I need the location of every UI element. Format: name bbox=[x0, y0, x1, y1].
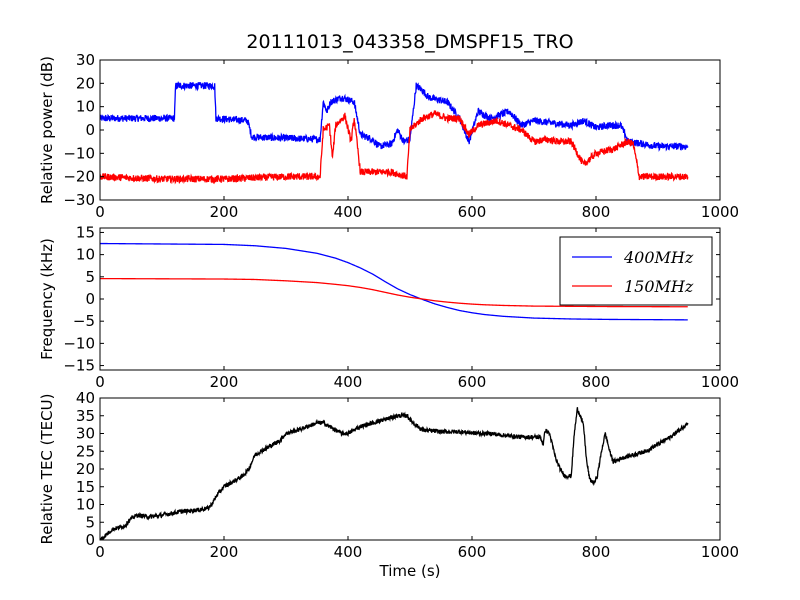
y-tick-label: 0 bbox=[85, 531, 95, 549]
figure-title: 20111013_043358_DMSPF15_TRO bbox=[246, 31, 573, 53]
series-line-1-1 bbox=[100, 80, 689, 152]
x-tick-label: 1000 bbox=[701, 543, 739, 561]
x-tick-label: 600 bbox=[458, 373, 487, 391]
y-tick-label: 20 bbox=[76, 74, 95, 92]
y-tick-label: 20 bbox=[76, 460, 95, 478]
x-tick-label: 0 bbox=[95, 373, 105, 391]
y-tick-label: −10 bbox=[63, 334, 95, 352]
y-tick-label: 10 bbox=[76, 246, 95, 264]
x-tick-label: 200 bbox=[210, 373, 239, 391]
y-tick-label: 0 bbox=[85, 290, 95, 308]
x-tick-label: 800 bbox=[582, 543, 611, 561]
x-tick-label: 0 bbox=[95, 543, 105, 561]
y-tick-label: 0 bbox=[85, 121, 95, 139]
x-tick-label: 400 bbox=[334, 373, 363, 391]
y-tick-label: 30 bbox=[76, 51, 95, 69]
y-axis-label: Relative TEC (TECU) bbox=[38, 394, 56, 545]
x-tick-label: 400 bbox=[334, 203, 363, 221]
y-axis-label: Relative power (dB) bbox=[38, 56, 56, 204]
y-tick-label: 15 bbox=[76, 223, 95, 241]
y-tick-label: −30 bbox=[63, 191, 95, 209]
y-tick-label: 30 bbox=[76, 425, 95, 443]
chart-panel-1: 0 200 400 600 800 1000 30 20 10 0 −10 −20 −30 Relativ… bbox=[38, 51, 739, 221]
x-tick-label: 200 bbox=[210, 203, 239, 221]
x-tick-label: 600 bbox=[458, 543, 487, 561]
chart-panel-2: 0 200 400 600 800 1000 15 10 5 0 −5 −10 −15 Frequency… bbox=[38, 223, 739, 391]
y-tick-label: 5 bbox=[85, 513, 95, 531]
x-tick-label: 200 bbox=[210, 543, 239, 561]
y-tick-label: −20 bbox=[63, 168, 95, 186]
series-line-400mhz bbox=[100, 242, 688, 321]
y-tick-label: 15 bbox=[76, 478, 95, 496]
y-tick-label: 10 bbox=[76, 496, 95, 514]
y-tick-label: 25 bbox=[76, 442, 95, 460]
x-tick-label: 800 bbox=[582, 203, 611, 221]
x-tick-label: 600 bbox=[458, 203, 487, 221]
y-tick-label: 10 bbox=[76, 98, 95, 116]
y-tick-label: −5 bbox=[73, 312, 95, 330]
x-tick-label: 400 bbox=[334, 543, 363, 561]
x-tick-label: 1000 bbox=[701, 203, 739, 221]
legend-box bbox=[559, 236, 713, 306]
panels: 0 200 400 600 800 10003020100−10−20−30Relativ… bbox=[38, 51, 739, 580]
y-tick-label: 40 bbox=[76, 389, 95, 407]
legend-label-150mhz: 150MHz bbox=[624, 277, 694, 296]
x-tick-label: 0 bbox=[95, 203, 105, 221]
y-axis-label: Frequency (kHz) bbox=[38, 238, 56, 360]
series-line-3-1 bbox=[100, 407, 689, 540]
series-line-150mhz bbox=[100, 277, 688, 308]
legend-label-400mhz: 400MHz bbox=[623, 248, 694, 267]
x-tick-label: 1000 bbox=[701, 373, 739, 391]
y-tick-label: −15 bbox=[63, 357, 95, 375]
y-tick-label: −10 bbox=[63, 144, 95, 162]
x-tick-label: 800 bbox=[582, 373, 611, 391]
y-tick-label: 35 bbox=[76, 407, 95, 425]
x-axis-label: Time (s) bbox=[379, 562, 441, 580]
series-line-1-2 bbox=[100, 110, 689, 185]
y-tick-label: 5 bbox=[85, 268, 95, 286]
